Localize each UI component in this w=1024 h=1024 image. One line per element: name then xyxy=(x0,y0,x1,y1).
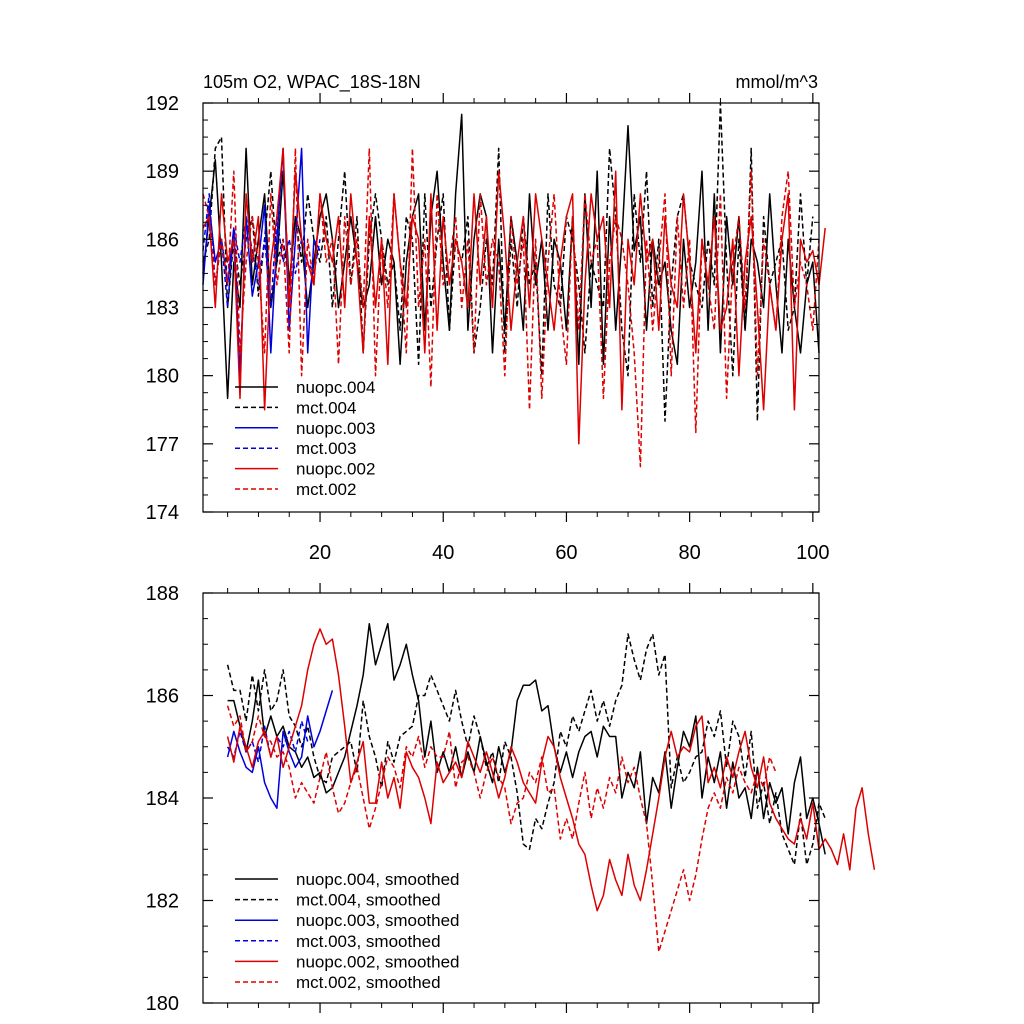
legend-label-mct-002: mct.002 xyxy=(296,480,356,499)
series-line-nuopc-004-smoothed xyxy=(227,622,826,855)
y-tick-label: 184 xyxy=(146,788,179,810)
y-tick-label: 189 xyxy=(146,161,179,183)
series-line-mct-004-smoothed xyxy=(226,633,826,866)
legend-label-nuopc-003-smoothed: nuopc.003, smoothed xyxy=(296,911,460,930)
y-tick-label: 186 xyxy=(146,686,179,708)
y-tick-label: 182 xyxy=(146,891,179,913)
legend-label-nuopc-003: nuopc.003 xyxy=(296,419,375,438)
y-tick-label: 183 xyxy=(146,298,179,320)
x-tick-label: 20 xyxy=(309,542,331,564)
bottom-series-lines xyxy=(226,622,876,953)
y-tick-label: 177 xyxy=(146,434,179,456)
legend-label-mct-003-smoothed: mct.003, smoothed xyxy=(296,932,441,951)
series-line-nuopc-003-smoothed xyxy=(226,690,334,809)
top-panel: 105m O2, WPAC_18S-18N mmol/m^3 174 177 180… xyxy=(146,72,830,564)
top-series-lines xyxy=(202,102,826,468)
legend-label-nuopc-004-smoothed: nuopc.004, smoothed xyxy=(296,870,460,889)
y-tick-label: 180 xyxy=(146,993,179,1015)
series-line-mct-002-smoothed xyxy=(226,705,777,953)
series-line-nuopc-002-smoothed xyxy=(226,628,876,912)
legend-label-mct-004: mct.004 xyxy=(296,398,356,417)
y-tick-label: 180 xyxy=(146,366,179,388)
top-panel-title: 105m O2, WPAC_18S-18N xyxy=(203,72,421,93)
series-line-mct-002 xyxy=(202,147,820,468)
series-line-mct-003 xyxy=(202,193,321,309)
x-tick-label: 60 xyxy=(555,542,577,564)
top-axis-ticks: 174 177 180 183 186 189 192 20 40 60 80 100 xyxy=(146,93,830,564)
x-tick-label: 80 xyxy=(679,542,701,564)
x-tick-label: 40 xyxy=(432,542,454,564)
bottom-panel: 180 182 184 186 188 nuopc.004, smoothed mct.0… xyxy=(146,583,876,1015)
legend-label-mct-002-smoothed: mct.002, smoothed xyxy=(296,973,441,992)
legend-label-nuopc-002: nuopc.002 xyxy=(296,460,375,479)
legend-label-nuopc-002-smoothed: nuopc.002, smoothed xyxy=(296,952,460,971)
y-tick-label: 186 xyxy=(146,229,179,251)
bottom-axis-ticks: 180 182 184 186 188 xyxy=(146,583,819,1015)
y-tick-label: 192 xyxy=(146,93,179,115)
legend-label-nuopc-004: nuopc.004 xyxy=(296,378,375,397)
y-tick-label: 174 xyxy=(146,502,179,524)
legend-label-mct-003: mct.003 xyxy=(296,439,356,458)
x-tick-label: 100 xyxy=(796,542,829,564)
y-tick-label: 188 xyxy=(146,583,179,605)
top-panel-units: mmol/m^3 xyxy=(736,72,818,92)
legend-label-mct-004-smoothed: mct.004, smoothed xyxy=(296,891,441,910)
